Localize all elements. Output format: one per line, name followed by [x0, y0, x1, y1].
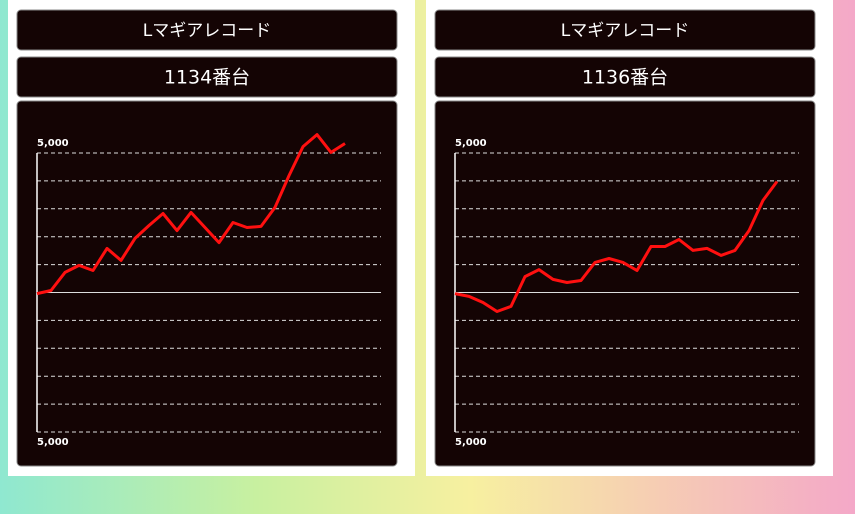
title-box	[434, 9, 816, 51]
chart-box	[434, 100, 816, 467]
data-line	[454, 180, 779, 313]
title: Lマギアレコード	[143, 21, 271, 41]
y-tick-label: 5,000	[455, 138, 487, 149]
title: Lマギアレコード	[561, 21, 689, 41]
y-tick-label: 5,000	[455, 437, 487, 448]
subtitle: 1136番台	[582, 67, 668, 89]
title-box	[16, 9, 398, 51]
subtitle-box	[434, 56, 816, 98]
subtitle-box	[16, 56, 398, 98]
chart-box	[16, 100, 398, 467]
data-line	[36, 133, 346, 296]
y-tick-label: 5,000	[37, 437, 69, 448]
y-tick-label: 5,000	[37, 138, 69, 149]
subtitle: 1134番台	[164, 67, 250, 89]
